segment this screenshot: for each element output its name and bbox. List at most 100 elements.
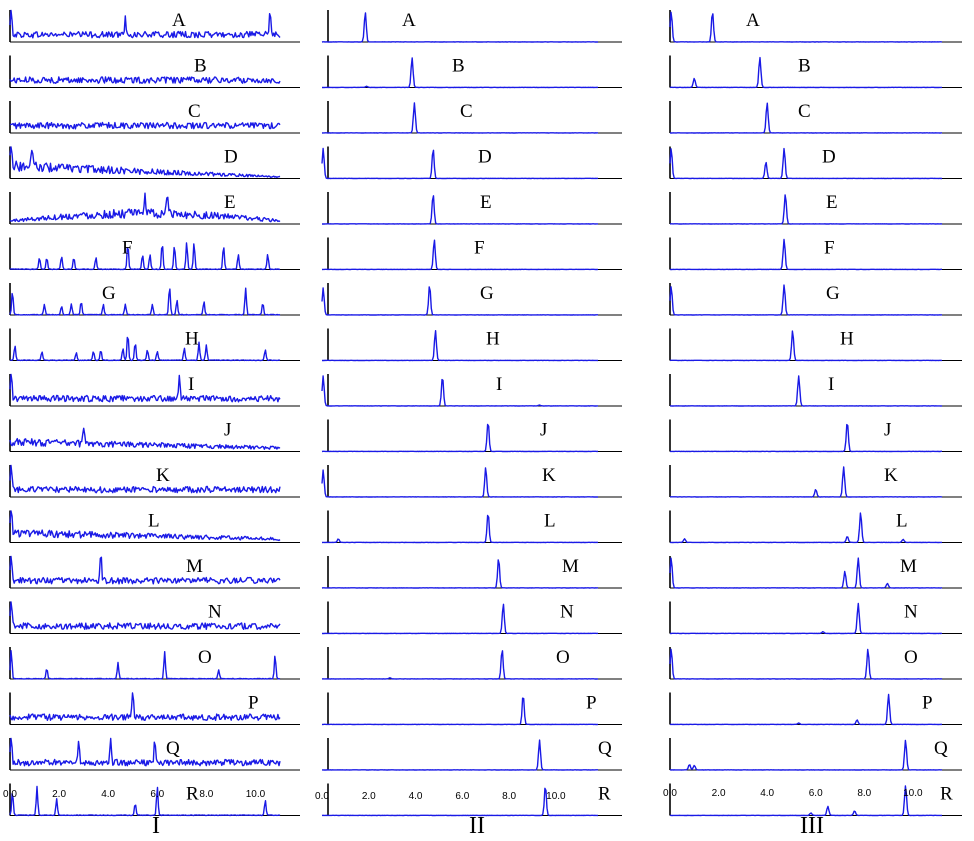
- trace-line: [669, 238, 942, 271]
- x-tick-label: 2.0: [362, 791, 376, 802]
- trace-letter-label: P: [922, 693, 933, 714]
- trace-line: [9, 9, 281, 39]
- trace-line: [321, 286, 598, 316]
- trace-line: [669, 102, 943, 134]
- trace-letter-label: G: [480, 283, 494, 304]
- trace-letter-label: R: [186, 784, 199, 805]
- trace-line: [669, 466, 943, 498]
- x-tick-label: 4.0: [760, 788, 774, 799]
- trace-line: [9, 464, 281, 494]
- trace-letter-label: N: [560, 602, 574, 623]
- trace-line: [669, 739, 943, 771]
- trace-letter-label: G: [102, 283, 116, 304]
- x-tick-label: 6.0: [455, 791, 469, 802]
- trace-letter-label: E: [826, 192, 838, 213]
- trace-letter-label: I: [828, 374, 834, 395]
- trace-letter-label: F: [824, 238, 835, 259]
- trace-line: [321, 147, 599, 180]
- trace-letter-label: B: [194, 56, 207, 77]
- trace-line: [9, 146, 281, 179]
- trace-line: [321, 375, 598, 407]
- trace-letter-label: M: [562, 556, 579, 577]
- trace-letter-label: I: [496, 374, 502, 395]
- trace-letter-label: C: [188, 101, 201, 122]
- trace-letter-label: I: [188, 374, 194, 395]
- x-tick-label: 10.0: [903, 788, 923, 799]
- trace-letter-label: C: [798, 101, 811, 122]
- trace-letter-label: A: [402, 10, 416, 31]
- trace-line: [9, 287, 281, 316]
- panel-title: I: [152, 813, 160, 839]
- trace-letter-label: L: [896, 511, 908, 532]
- trace-letter-label: Q: [598, 738, 612, 759]
- x-tick-label: 8.0: [502, 791, 516, 802]
- trace-line: [321, 467, 598, 498]
- x-tick-label: 4.0: [409, 791, 423, 802]
- trace-line: [9, 427, 281, 450]
- trace-letter-label: P: [248, 693, 259, 714]
- trace-line: [322, 330, 599, 362]
- panel-title: II: [469, 813, 485, 839]
- trace-letter-label: J: [224, 420, 231, 441]
- trace-line: [669, 284, 943, 316]
- x-tick-label: 8.0: [857, 788, 871, 799]
- trace-line: [321, 102, 599, 134]
- trace-line: [321, 603, 599, 635]
- trace-letter-label: G: [826, 283, 840, 304]
- trace-line: [9, 373, 281, 403]
- trace-line: [669, 648, 943, 680]
- trace-line: [322, 195, 598, 225]
- trace-line: [669, 785, 943, 817]
- trace-line: [322, 57, 599, 89]
- trace-letter-label: Q: [166, 738, 180, 759]
- trace-letter-label: J: [540, 420, 547, 441]
- trace-line: [669, 56, 942, 89]
- trace-line: [9, 192, 281, 223]
- x-tick-label: 4.0: [101, 789, 115, 800]
- trace-letter-label: M: [900, 556, 917, 577]
- trace-line: [321, 787, 599, 817]
- x-tick-label: 6.0: [150, 789, 164, 800]
- x-tick-label: 6.0: [809, 788, 823, 799]
- x-tick-label: 0.0: [663, 788, 677, 799]
- trace-line: [670, 375, 943, 407]
- trace-letter-label: D: [224, 147, 238, 168]
- trace-letter-label: A: [172, 10, 186, 31]
- trace-letter-label: P: [586, 693, 597, 714]
- trace-letter-label: B: [452, 56, 465, 77]
- trace-letter-label: D: [822, 147, 836, 168]
- trace-letter-label: L: [148, 511, 160, 532]
- trace-line: [9, 555, 281, 585]
- x-tick-label: 8.0: [199, 789, 213, 800]
- trace-line: [321, 559, 599, 589]
- trace-letter-label: M: [186, 556, 203, 577]
- trace-line: [9, 336, 281, 362]
- trace-letter-label: K: [542, 465, 556, 486]
- trace-letter-label: F: [122, 238, 133, 259]
- trace-line: [9, 601, 281, 630]
- trace-line: [9, 121, 281, 130]
- x-tick-label: 0.0: [3, 789, 17, 800]
- trace-line: [670, 423, 942, 453]
- panel-title: III: [800, 813, 824, 839]
- trace-letter-label: O: [556, 647, 570, 668]
- trace-letter-label: H: [185, 329, 199, 350]
- trace-letter-label: H: [840, 329, 854, 350]
- trace-line: [321, 697, 599, 726]
- trace-letter-label: O: [198, 647, 212, 668]
- trace-letter-label: D: [478, 147, 492, 168]
- trace-letter-label: E: [480, 192, 492, 213]
- trace-line: [321, 239, 599, 271]
- trace-line: [9, 76, 281, 84]
- x-tick-label: 2.0: [52, 789, 66, 800]
- trace-line: [321, 514, 599, 544]
- trace-line: [669, 693, 943, 726]
- trace-letter-label: H: [486, 329, 500, 350]
- x-tick-label: 2.0: [712, 788, 726, 799]
- trace-line: [669, 11, 943, 43]
- trace-line: [321, 650, 599, 680]
- trace-letter-label: R: [598, 784, 611, 805]
- trace-line: [9, 785, 281, 817]
- trace-line: [9, 737, 281, 767]
- trace-letter-label: O: [904, 647, 918, 668]
